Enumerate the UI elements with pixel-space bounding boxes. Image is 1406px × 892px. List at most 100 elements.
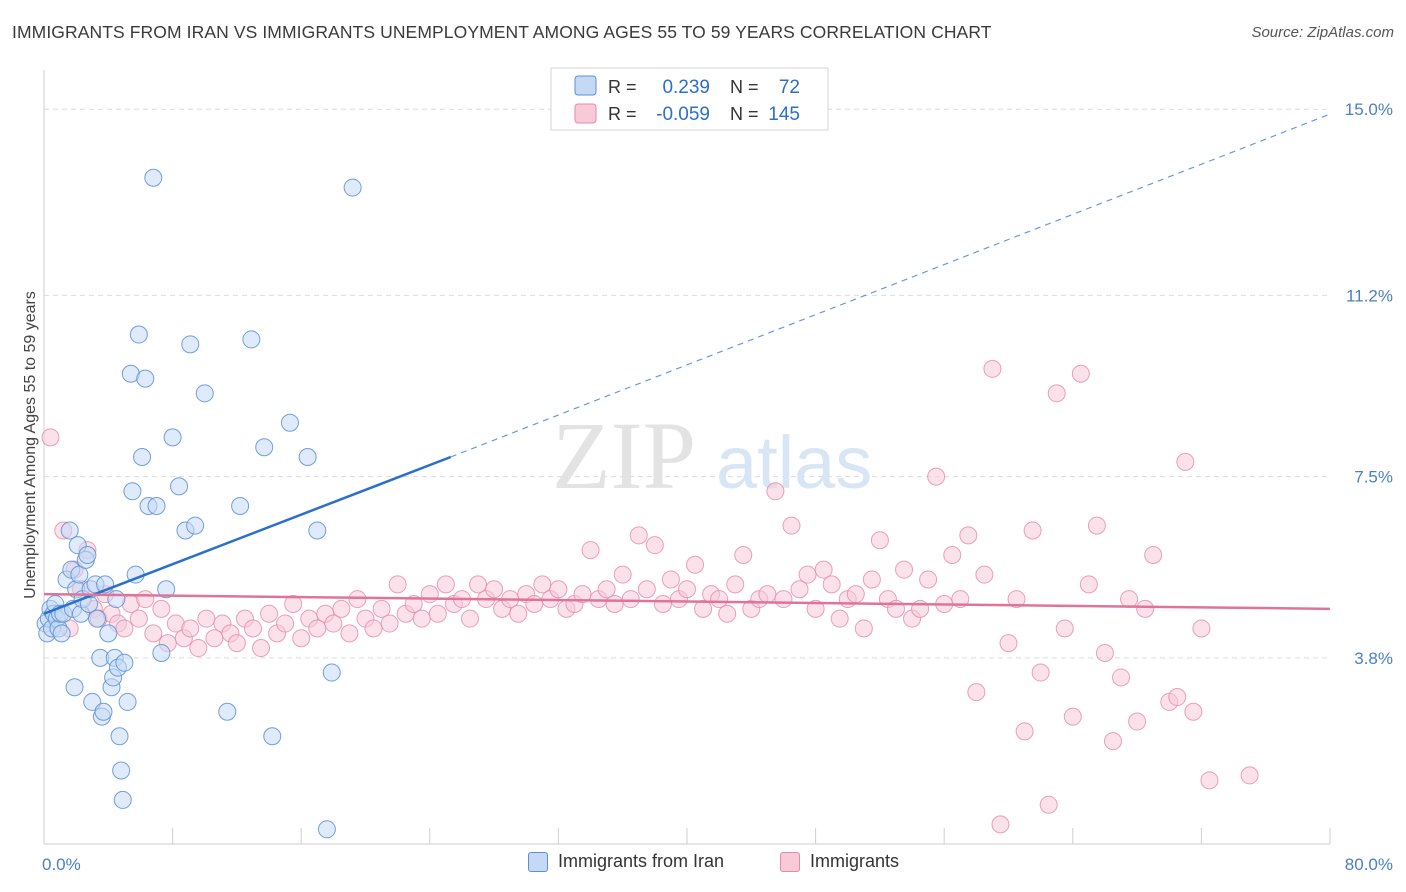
immigrants-point-0 [41, 428, 60, 447]
immigrants-point-22 [197, 609, 216, 628]
iran-point-41 [113, 790, 132, 809]
immigrants-point-21 [189, 639, 208, 658]
immigrants-point-105 [862, 570, 881, 589]
immigrants-point-34 [292, 629, 311, 648]
immigrants-point-95 [782, 516, 801, 535]
immigrants-point-80 [661, 570, 680, 589]
immigrants-point-146 [1200, 771, 1219, 790]
iran-point-40 [112, 761, 131, 780]
immigrants-point-78 [645, 536, 664, 555]
immigrants-point-20 [181, 619, 200, 638]
immigrants-point-130 [1063, 707, 1082, 726]
immigrants-point-127 [1039, 795, 1058, 814]
y-tick-label-0: 3.8% [1354, 649, 1393, 668]
immigrants-point-51 [428, 604, 447, 623]
iran-point-42 [115, 653, 134, 672]
y-tick-label-1: 7.5% [1354, 468, 1393, 487]
gridlines [44, 108, 1330, 659]
immigrants-point-133 [1087, 516, 1106, 535]
immigrants-point-135 [1103, 732, 1122, 751]
immigrants-point-137 [1120, 590, 1139, 609]
iran-point-63 [242, 330, 261, 349]
immigrants-point-100 [822, 575, 841, 594]
immigrants-point-147 [1240, 766, 1259, 785]
immigrants-point-69 [573, 585, 592, 604]
iran-point-69 [317, 820, 336, 839]
immigrants-point-61 [509, 604, 528, 623]
immigrants-point-122 [999, 634, 1018, 653]
immigrants-point-136 [1112, 668, 1131, 687]
iran-trend-extension [450, 113, 1331, 458]
immigrants-point-134 [1095, 643, 1114, 662]
immigrants-point-16 [152, 599, 171, 618]
immigrants-point-84 [694, 599, 713, 618]
legend-item-iran[interactable]: Immigrants from Iran [528, 851, 724, 872]
immigrants-point-58 [485, 580, 504, 599]
immigrants-point-98 [806, 599, 825, 618]
immigrants-point-124 [1015, 722, 1034, 741]
immigrants-point-86 [710, 590, 729, 609]
stats-n-value-1: 72 [779, 77, 800, 98]
iran-point-39 [110, 727, 129, 746]
immigrants-point-106 [870, 531, 889, 550]
immigrants-point-75 [621, 590, 640, 609]
immigrants-point-125 [1023, 521, 1042, 540]
stats-box: R = 0.239 N = 72 R = -0.059 N = 145 [550, 67, 829, 131]
immigrants-point-15 [144, 624, 163, 643]
legend-item-immigrants[interactable]: Immigrants [780, 851, 899, 872]
immigrants-point-104 [854, 619, 873, 638]
iran-point-70 [322, 663, 341, 682]
immigrants-point-13 [129, 609, 148, 628]
immigrants-point-139 [1136, 599, 1155, 618]
iran-point-60 [195, 384, 214, 403]
iran-point-68 [308, 521, 327, 540]
immigrants-point-29 [252, 639, 271, 658]
immigrants-point-132 [1079, 575, 1098, 594]
immigrants-point-112 [919, 570, 938, 589]
iran-point-47 [129, 325, 148, 344]
immigrants-point-117 [959, 526, 978, 545]
x-tick-label-max: 80.0% [1345, 855, 1393, 874]
immigrants-point-116 [951, 590, 970, 609]
immigrants-point-66 [549, 580, 568, 599]
immigrants-point-30 [260, 604, 279, 623]
stats-r-label-1: R = [608, 77, 637, 97]
immigrants-point-101 [830, 609, 849, 628]
immigrants-point-121 [991, 815, 1010, 834]
y-tick-labels: 3.8% 7.5% 11.2% 15.0% [1345, 100, 1393, 668]
immigrants-point-63 [525, 594, 544, 613]
stats-swatch-pink [574, 103, 597, 124]
immigrants-trend-line [43, 592, 1331, 611]
immigrants-point-96 [790, 580, 809, 599]
iran-point-33 [99, 624, 118, 643]
immigrants-point-138 [1128, 712, 1147, 731]
immigrants-point-46 [388, 575, 407, 594]
immigrants-point-140 [1144, 545, 1163, 564]
y-axis-label: Unemployment Among Ages 55 to 59 years [22, 291, 39, 599]
iran-point-62 [231, 496, 250, 515]
immigrants-point-74 [613, 565, 632, 584]
immigrants-point-39 [332, 599, 351, 618]
watermark-zip: ZIP [552, 402, 696, 509]
iran-point-28 [88, 609, 107, 628]
immigrants-point-48 [404, 594, 423, 613]
iran-point-31 [94, 702, 113, 721]
iran-point-71 [343, 178, 362, 197]
iran-point-67 [298, 448, 317, 466]
immigrants-point-77 [637, 580, 656, 599]
iran-point-45 [123, 482, 142, 501]
immigrants-point-115 [943, 545, 962, 564]
immigrants-point-49 [412, 609, 431, 628]
immigrants-point-55 [460, 609, 479, 628]
immigrants-point-23 [205, 629, 224, 648]
iran-points [36, 168, 362, 839]
immigrants-point-93 [766, 482, 785, 501]
iran-point-43 [118, 692, 137, 711]
stats-r-value-1: 0.239 [662, 77, 710, 98]
source-label: Source: ZipAtlas.com [1251, 24, 1394, 41]
immigrants-point-142 [1168, 688, 1187, 707]
iran-point-58 [181, 335, 200, 354]
immigrants-point-64 [533, 575, 552, 594]
stats-swatch-blue [574, 75, 597, 96]
